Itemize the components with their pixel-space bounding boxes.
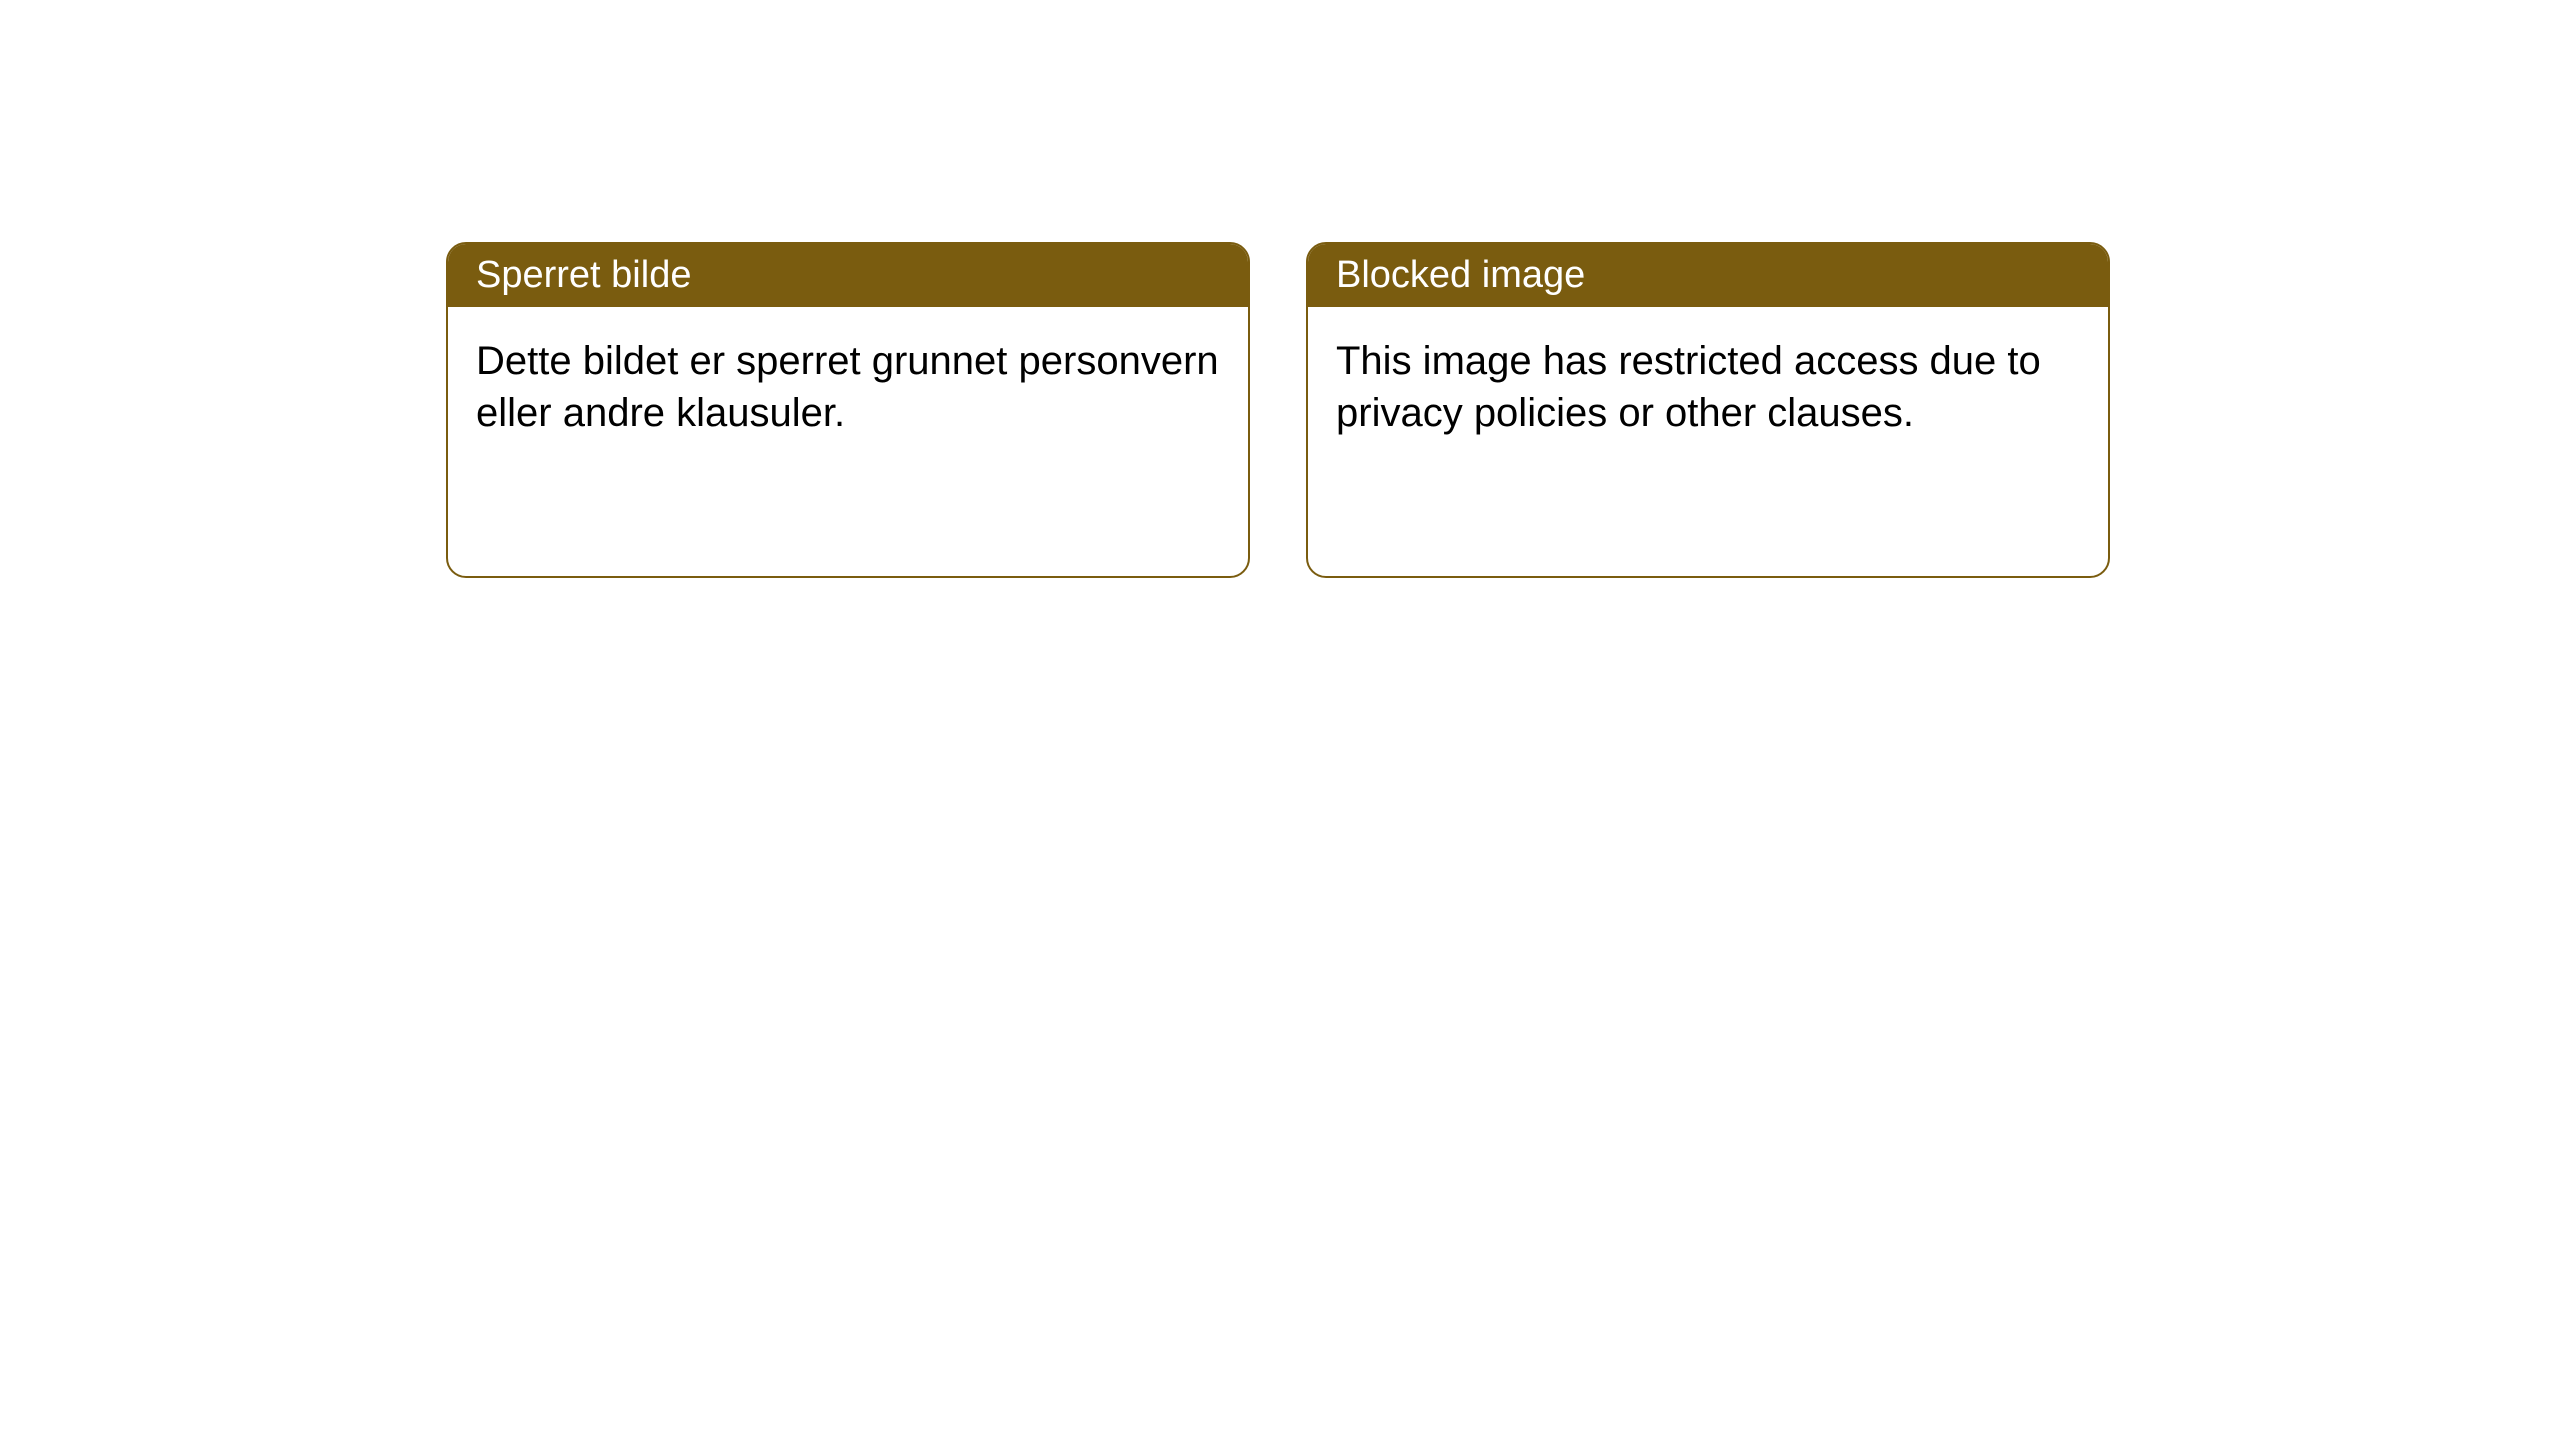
notice-body-text: Dette bildet er sperret grunnet personve… — [476, 339, 1219, 435]
notices-container: Sperret bilde Dette bildet er sperret gr… — [446, 242, 2110, 578]
notice-card-norwegian: Sperret bilde Dette bildet er sperret gr… — [446, 242, 1250, 578]
notice-title: Sperret bilde — [476, 254, 691, 296]
notice-body: Dette bildet er sperret grunnet personve… — [448, 307, 1248, 467]
notice-header: Blocked image — [1308, 244, 2108, 307]
notice-card-english: Blocked image This image has restricted … — [1306, 242, 2110, 578]
notice-header: Sperret bilde — [448, 244, 1248, 307]
notice-title: Blocked image — [1336, 254, 1585, 296]
notice-body: This image has restricted access due to … — [1308, 307, 2108, 467]
notice-body-text: This image has restricted access due to … — [1336, 339, 2041, 435]
